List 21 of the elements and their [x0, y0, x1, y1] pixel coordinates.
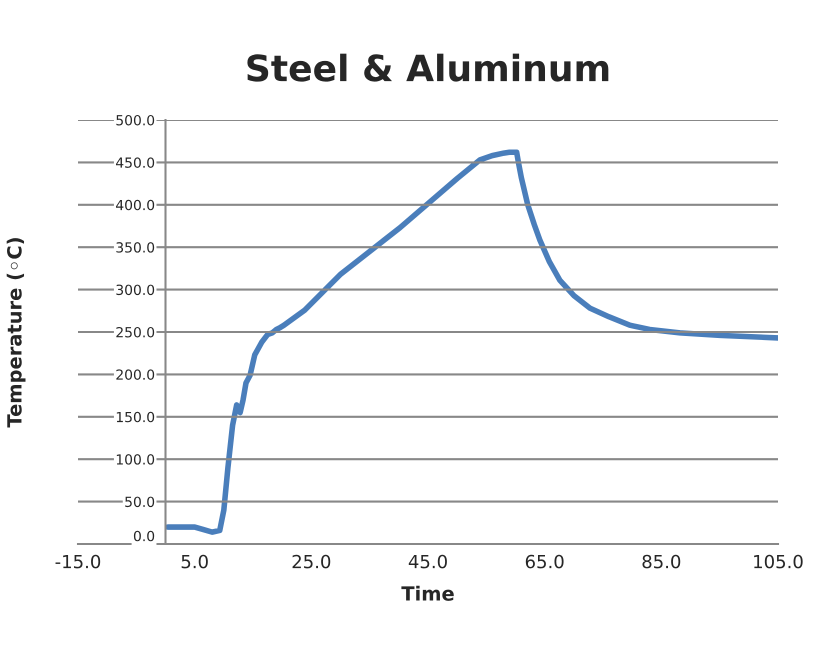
y-tick-label: 500.0 — [116, 114, 154, 126]
x-tick-label: 45.0 — [408, 554, 447, 568]
x-tick-label: 105.0 — [754, 554, 803, 568]
y-tick-label: 200.0 — [116, 369, 154, 380]
x-tick-label: 5.0 — [182, 554, 208, 568]
y-tick-label: 300.0 — [116, 284, 154, 296]
x-axis-title: Time — [401, 586, 454, 601]
y-tick-label: 250.0 — [116, 326, 154, 338]
x-tick-label: 65.0 — [526, 554, 564, 568]
y-tick-label: 450.0 — [116, 157, 154, 168]
x-tick-label: -15.0 — [56, 554, 100, 568]
y-tick-label: 100.0 — [116, 454, 154, 465]
y-tick-label: 350.0 — [116, 242, 154, 253]
y-tick-label: 150.0 — [116, 412, 154, 422]
y-tick-label: 400.0 — [116, 200, 154, 210]
y-axis-title: Temperature (◦C) — [6, 238, 26, 428]
y-tick-label: 50.0 — [125, 496, 154, 508]
x-tick-label: 85.0 — [642, 554, 680, 568]
x-tick-label: 25.0 — [292, 554, 330, 568]
y-tick-label: 0.0 — [134, 530, 154, 542]
chart-title: Steel & Aluminum — [247, 54, 608, 82]
